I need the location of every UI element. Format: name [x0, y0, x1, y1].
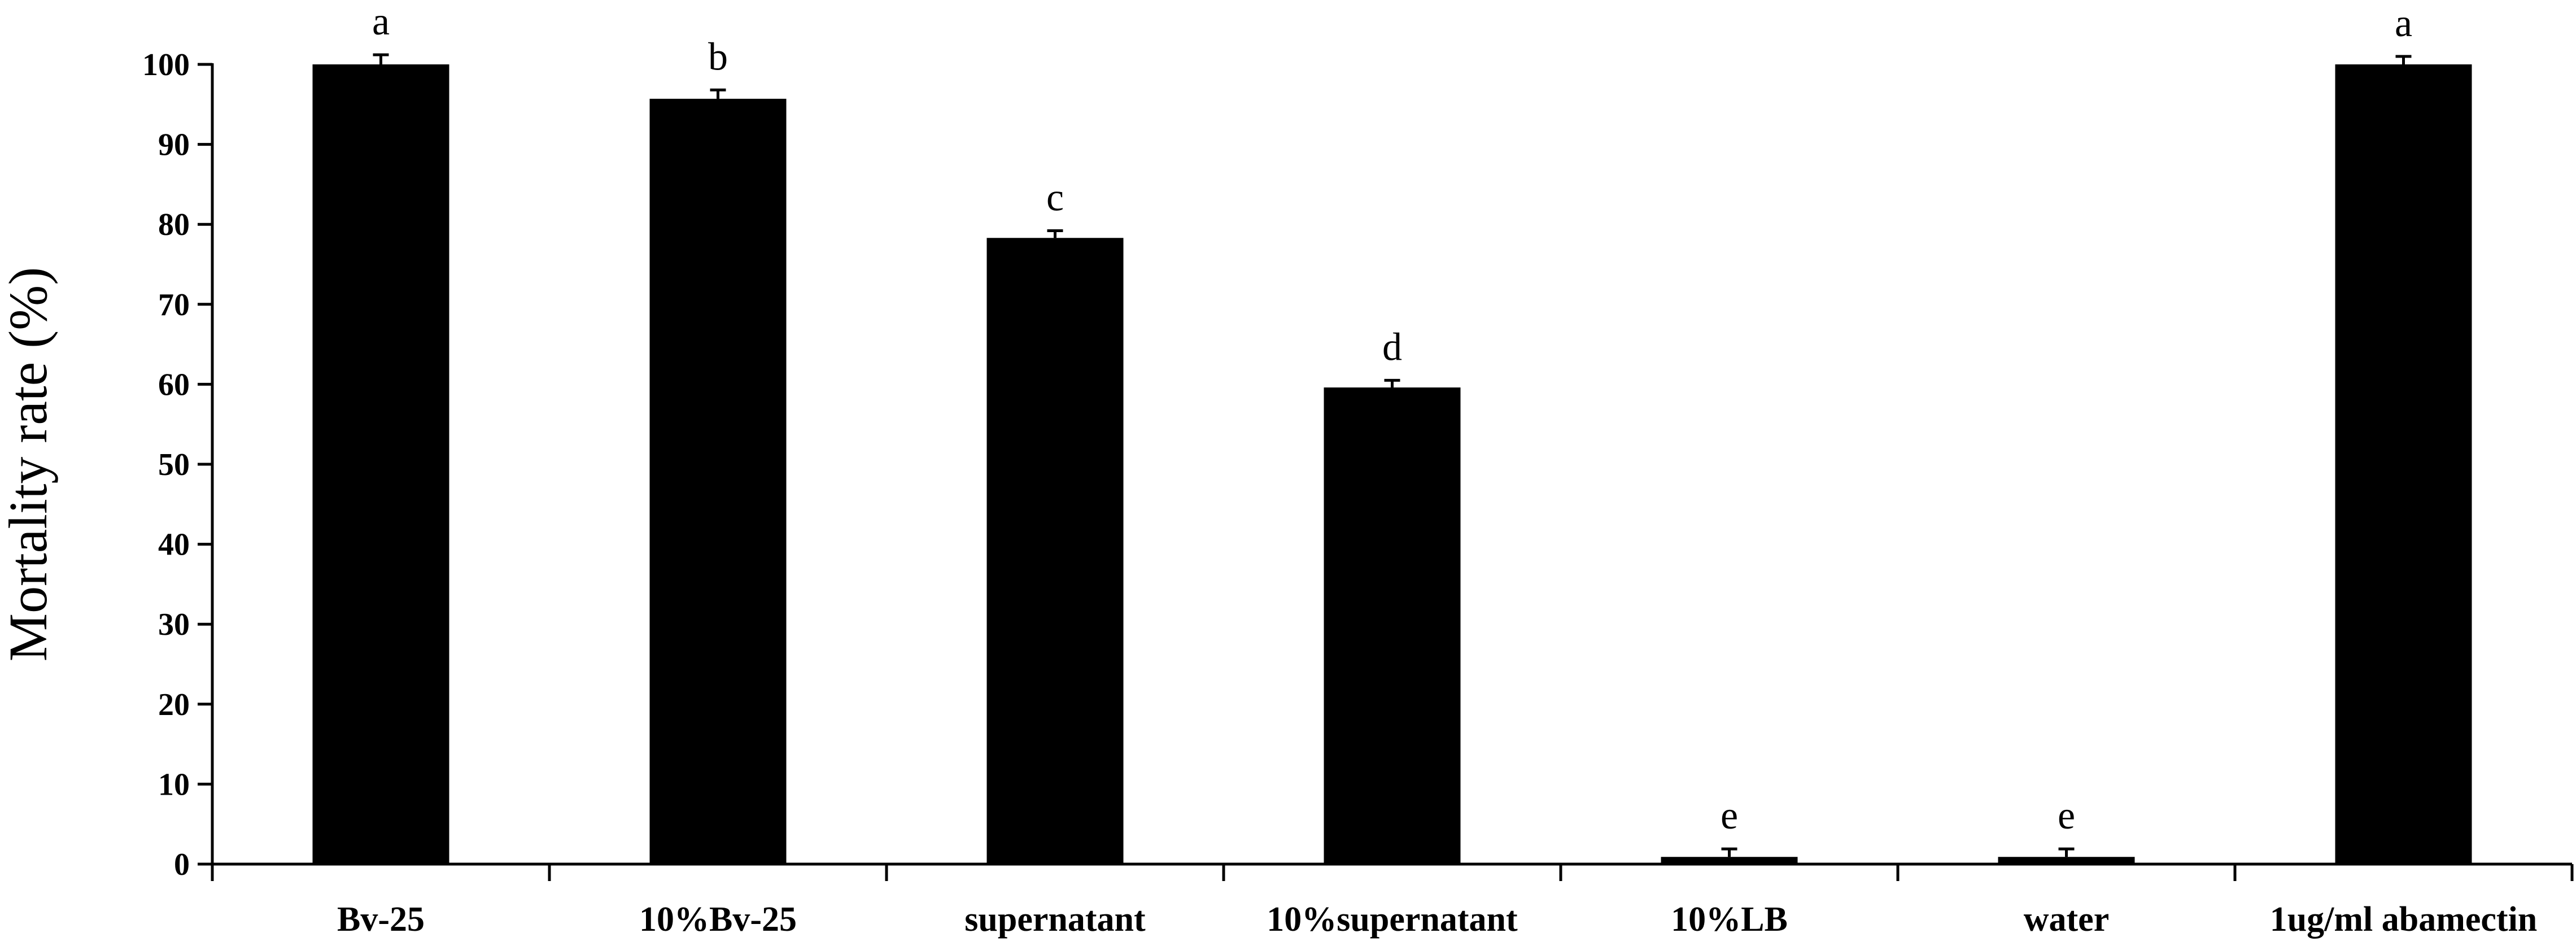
- x-tick-label: 10%LB: [1671, 900, 1788, 939]
- x-tick-label: water: [2024, 900, 2109, 939]
- significance-letter: a: [372, 0, 390, 43]
- bar: [649, 98, 787, 865]
- bar: [1324, 387, 1461, 864]
- x-tick-label: Bv-25: [337, 900, 425, 939]
- y-tick-label: 40: [158, 528, 190, 563]
- error-bar: [373, 53, 389, 64]
- error-bar: [1721, 847, 1737, 857]
- y-tick-label: 70: [158, 287, 190, 322]
- significance-letter: d: [1382, 325, 1402, 369]
- y-tick-label: 50: [158, 447, 190, 482]
- significance-letter: b: [708, 35, 728, 79]
- bar: [1998, 857, 2135, 864]
- y-tick-label: 0: [174, 847, 190, 882]
- error-bars-group: [373, 53, 2412, 857]
- error-bar: [1047, 229, 1063, 238]
- bar: [2335, 64, 2472, 864]
- y-tick-label: 80: [158, 207, 190, 242]
- y-tick-label: 90: [158, 128, 190, 163]
- significance-letter: e: [1721, 794, 1738, 838]
- bar: [312, 64, 449, 864]
- error-bar: [2058, 847, 2075, 857]
- error-bar: [1384, 378, 1400, 388]
- y-axis-ticks: 0 10 20 30 40 50 60 70 80 90 100: [142, 47, 212, 882]
- bars-group: [312, 64, 2472, 865]
- y-tick-label: 100: [142, 47, 190, 82]
- y-axis-title: Mortality rate (%): [0, 267, 58, 661]
- significance-letter: a: [2395, 2, 2412, 45]
- y-tick-label: 30: [158, 607, 190, 642]
- x-axis-ticks: Bv-25 10%Bv-25 supernatant 10%supernatant 10…: [211, 864, 2574, 939]
- x-tick-label: supernatant: [964, 900, 1146, 939]
- error-bar: [710, 88, 726, 99]
- significance-letter: e: [2058, 794, 2075, 838]
- x-tick-label: 10%Bv-25: [639, 900, 797, 939]
- significance-letters: a b c d e e a: [372, 0, 2412, 838]
- y-tick-label: 20: [158, 687, 190, 722]
- significance-letter: c: [1046, 176, 1064, 220]
- bar: [1661, 857, 1798, 864]
- error-bar: [2395, 55, 2412, 64]
- bar: [986, 238, 1124, 865]
- y-tick-label: 10: [158, 767, 190, 802]
- x-tick-label: 1ug/ml abamectin: [2270, 900, 2538, 939]
- x-tick-label: 10%supernatant: [1267, 900, 1518, 939]
- y-tick-label: 60: [158, 367, 190, 402]
